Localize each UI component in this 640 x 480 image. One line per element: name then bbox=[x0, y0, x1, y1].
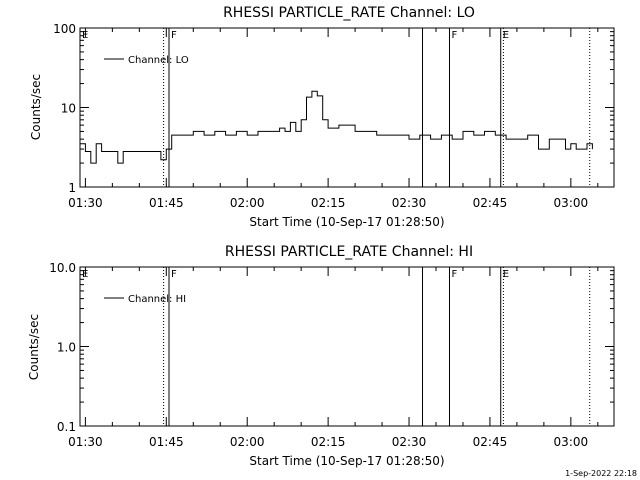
y-tick-label: 1.0 bbox=[57, 341, 76, 355]
chart-title: RHESSI PARTICLE_RATE Channel: LO bbox=[223, 5, 475, 21]
y-tick-label: 0.1 bbox=[57, 420, 76, 434]
y-tick-label: 10.0 bbox=[49, 261, 76, 275]
event-label: F bbox=[171, 269, 177, 280]
x-tick-label: 01:30 bbox=[68, 435, 103, 449]
event-label: E bbox=[82, 269, 88, 280]
x-tick-label: 03:00 bbox=[554, 196, 589, 210]
y-tick-label: 10 bbox=[61, 102, 76, 116]
event-label: E bbox=[503, 30, 509, 41]
x-tick-label: 02:15 bbox=[311, 435, 346, 449]
x-tick-label: 02:45 bbox=[473, 435, 508, 449]
chart-panel-hi: RHESSI PARTICLE_RATE Channel: HI Counts/… bbox=[27, 244, 615, 468]
legend-label: Channel: LO bbox=[128, 55, 189, 66]
x-tick-label: 01:30 bbox=[68, 196, 103, 210]
footer-timestamp: 1-Sep-2022 22:18 bbox=[565, 469, 637, 478]
legend-label: Channel: HI bbox=[128, 294, 186, 305]
series-line bbox=[80, 90, 593, 164]
y-tick-label: 1 bbox=[68, 181, 76, 195]
x-axis-label: Start Time (10-Sep-17 01:28:50) bbox=[249, 454, 444, 468]
x-tick-label: 01:45 bbox=[149, 435, 184, 449]
plot-frame bbox=[79, 266, 615, 427]
x-tick-label: 01:45 bbox=[149, 196, 184, 210]
x-tick-label: 02:30 bbox=[392, 196, 427, 210]
y-axis-label: Counts/sec bbox=[27, 314, 41, 380]
chart-panel-lo: RHESSI PARTICLE_RATE Channel: LO Counts/… bbox=[29, 5, 615, 229]
chart-title: RHESSI PARTICLE_RATE Channel: HI bbox=[225, 244, 473, 260]
y-axis-label: Counts/sec bbox=[29, 74, 43, 140]
x-tick-label: 02:30 bbox=[392, 435, 427, 449]
x-axis-label: Start Time (10-Sep-17 01:28:50) bbox=[249, 215, 444, 229]
event-label: F bbox=[451, 269, 457, 280]
event-label: F bbox=[451, 30, 457, 41]
event-label: E bbox=[82, 30, 88, 41]
event-label: F bbox=[171, 30, 177, 41]
x-tick-label: 02:45 bbox=[473, 196, 508, 210]
x-tick-label: 02:15 bbox=[311, 196, 346, 210]
plot-frame bbox=[79, 27, 615, 188]
x-tick-label: 02:00 bbox=[230, 196, 265, 210]
x-tick-label: 03:00 bbox=[554, 435, 589, 449]
x-tick-label: 02:00 bbox=[230, 435, 265, 449]
y-tick-label: 100 bbox=[53, 22, 76, 36]
event-label: E bbox=[503, 269, 509, 280]
